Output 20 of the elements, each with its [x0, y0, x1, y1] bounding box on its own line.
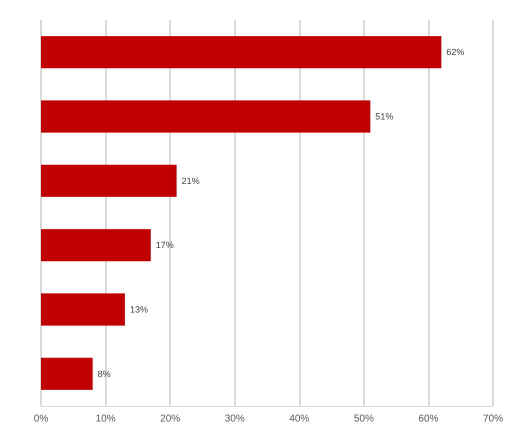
x-tick-label: 70% [482, 414, 504, 424]
bar [41, 358, 93, 390]
data-label: 8% [98, 368, 111, 379]
data-label: 21% [182, 176, 200, 186]
bar [41, 229, 151, 262]
x-tick-label: 50% [354, 414, 374, 424]
bar [41, 164, 177, 197]
x-tick-label: 60% [418, 414, 439, 424]
data-label: 13% [130, 304, 148, 314]
bar [41, 36, 442, 68]
x-tick-label: 20% [160, 414, 180, 424]
x-tick-label: 0% [34, 414, 48, 424]
data-label: 51% [375, 112, 394, 122]
x-tick-label: 40% [289, 414, 310, 424]
bar [41, 293, 125, 326]
x-tick-label: 30% [224, 414, 245, 424]
data-label: 62% [446, 47, 464, 58]
bar [41, 100, 370, 133]
x-tick-label: 10% [96, 414, 116, 424]
data-label: 17% [156, 240, 174, 250]
